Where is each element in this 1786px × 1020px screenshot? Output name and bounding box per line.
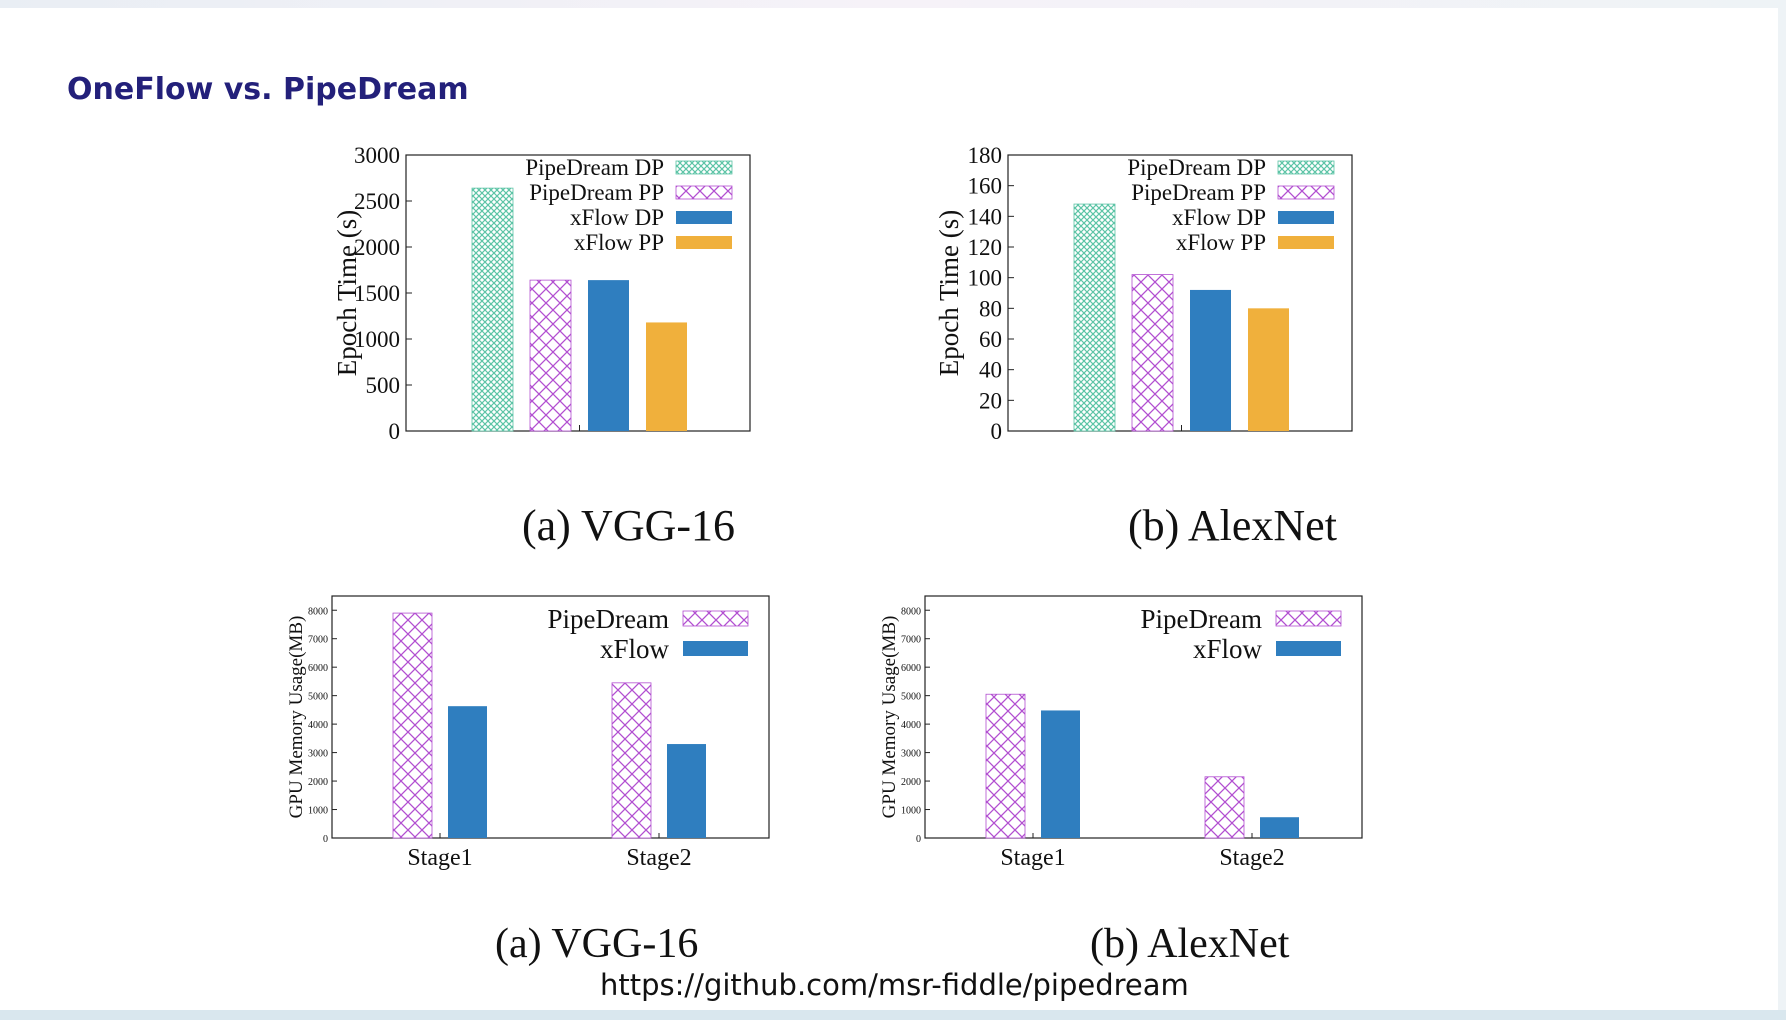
y-tick-label: 1000: [308, 806, 328, 817]
y-tick-label: 8000: [901, 606, 921, 617]
x-tick-label-stage2: Stage2: [1219, 845, 1284, 871]
y-tick-label: 1000: [354, 327, 400, 352]
y-tick-label: 0: [389, 419, 401, 444]
bar-xflow-pp: [1248, 308, 1289, 431]
legend-swatch-xflow: [1276, 641, 1341, 656]
caption-epoch-vgg16: (a) VGG-16: [522, 501, 736, 550]
y-tick-label: 5000: [308, 692, 328, 703]
legend-label-pipedream: PipeDream: [1141, 604, 1262, 634]
bar-pipedream-stage2: [611, 682, 652, 839]
y-tick-label: 1500: [354, 281, 400, 306]
top-accent-bar: [0, 0, 1786, 8]
bar-xflow-stage1: [448, 706, 487, 838]
y-tick-label: 3000: [308, 749, 328, 760]
bar-pipedream-dp: [471, 187, 514, 432]
bar-xflow-dp: [1190, 289, 1231, 431]
legend-swatch-xflow-pp: [676, 236, 732, 249]
y-tick-label: 0: [916, 834, 921, 845]
legend-label-pipedream-pp: PipeDream PP: [1131, 180, 1266, 205]
legend-swatch-pipedream: [682, 610, 749, 627]
y-axis-label: GPU Memory Usage(MB): [286, 616, 307, 819]
y-tick-label: 0: [991, 419, 1003, 444]
y-axis-label: GPU Memory Usage(MB): [879, 616, 900, 819]
y-tick-label: 160: [968, 174, 1003, 199]
legend-swatch-xflow-pp: [1278, 236, 1334, 249]
caption-memory-alexnet: (b) AlexNet: [1090, 921, 1290, 967]
y-tick-label: 2000: [901, 777, 921, 788]
epoch-time-chart-vgg16: 0 500 1000 1500 2000 2500 3000 Epoch Time (s) Pi…: [332, 143, 751, 444]
y-tick-label: 8000: [308, 606, 328, 617]
y-tick-label: 6000: [901, 663, 921, 674]
y-tick-label: 2000: [354, 235, 400, 260]
y-tick-label: 4000: [901, 720, 921, 731]
bar-pipedream-stage2: [1204, 776, 1245, 839]
epoch-time-chart-alexnet: 0 20 40 60 80 100 120 140 160 180 Epoch Time (s) Pi…: [934, 143, 1353, 444]
legend-swatch-pipedream-dp: [1277, 160, 1335, 175]
y-tick-label: 140: [968, 204, 1003, 229]
legend-label-xflow-dp: xFlow DP: [570, 205, 664, 230]
bottom-accent-bar: [0, 1010, 1786, 1020]
legend-label-xflow-pp: xFlow PP: [1176, 230, 1266, 255]
slide-title: OneFlow vs. PipeDream: [67, 72, 469, 107]
legend-label-xflow: xFlow: [600, 634, 670, 664]
bar-xflow-pp: [646, 322, 687, 431]
plot-frame: [924, 595, 1363, 839]
y-tick-label: 100: [968, 266, 1003, 291]
y-tick-label: 5000: [901, 692, 921, 703]
bar-xflow-stage2: [667, 744, 706, 838]
bar-pipedream-stage1: [392, 612, 433, 839]
bar-xflow-stage1: [1041, 710, 1080, 838]
y-tick-label: 7000: [901, 635, 921, 646]
y-tick-label: 2500: [354, 189, 400, 214]
y-tick-label: 180: [968, 143, 1003, 168]
y-tick-label: 3000: [901, 749, 921, 760]
right-accent-bar: [1778, 0, 1786, 1020]
caption-epoch-alexnet: (b) AlexNet: [1128, 501, 1337, 550]
y-tick-label: 120: [968, 235, 1003, 260]
y-tick-label: 500: [366, 373, 401, 398]
bar-pipedream-stage1: [985, 693, 1026, 839]
plot-frame: [1007, 154, 1353, 432]
bar-xflow-stage2: [1260, 817, 1299, 838]
x-tick-label-stage1: Stage1: [1000, 845, 1065, 871]
legend-label-xflow-dp: xFlow DP: [1172, 205, 1266, 230]
bar-xflow-dp: [588, 280, 629, 431]
legend-swatch-pipedream-pp: [1277, 185, 1335, 200]
y-axis-label: Epoch Time (s): [934, 210, 964, 377]
y-tick-label: 6000: [308, 663, 328, 674]
y-tick-label: 2000: [308, 777, 328, 788]
y-tick-label: 40: [979, 358, 1002, 383]
y-tick-label: 0: [323, 834, 328, 845]
y-tick-label: 4000: [308, 720, 328, 731]
legend-label-pipedream-dp: PipeDream DP: [525, 155, 664, 180]
x-tick-label-stage2: Stage2: [626, 845, 691, 871]
y-tick-label: 80: [979, 296, 1002, 321]
y-axis-label: Epoch Time (s): [332, 210, 362, 377]
y-tick-label: 7000: [308, 635, 328, 646]
legend-label-xflow-pp: xFlow PP: [574, 230, 664, 255]
bar-pipedream-pp: [1131, 274, 1174, 432]
y-tick-label: 60: [979, 327, 1002, 352]
y-tick-label: 3000: [354, 143, 400, 168]
y-tick-label: 20: [979, 388, 1002, 413]
caption-memory-vgg16: (a) VGG-16: [495, 921, 699, 967]
y-tick-label: 1000: [901, 806, 921, 817]
plot-frame: [331, 595, 770, 839]
x-tick-label-stage1: Stage1: [407, 845, 472, 871]
bar-pipedream-dp: [1073, 203, 1116, 432]
legend-label-pipedream-pp: PipeDream PP: [529, 180, 664, 205]
legend-swatch-xflow-dp: [676, 211, 732, 224]
legend-swatch-pipedream-dp: [675, 160, 733, 175]
legend-swatch-pipedream-pp: [675, 185, 733, 200]
legend-swatch-pipedream: [1275, 610, 1342, 627]
bar-pipedream-pp: [529, 279, 572, 432]
legend-label-xflow: xFlow: [1193, 634, 1263, 664]
source-url: https://github.com/msr-fiddle/pipedream: [600, 968, 1189, 1002]
legend-label-pipedream-dp: PipeDream DP: [1127, 155, 1266, 180]
legend-swatch-xflow-dp: [1278, 211, 1334, 224]
legend-label-pipedream: PipeDream: [548, 604, 669, 634]
legend-swatch-xflow: [683, 641, 748, 656]
